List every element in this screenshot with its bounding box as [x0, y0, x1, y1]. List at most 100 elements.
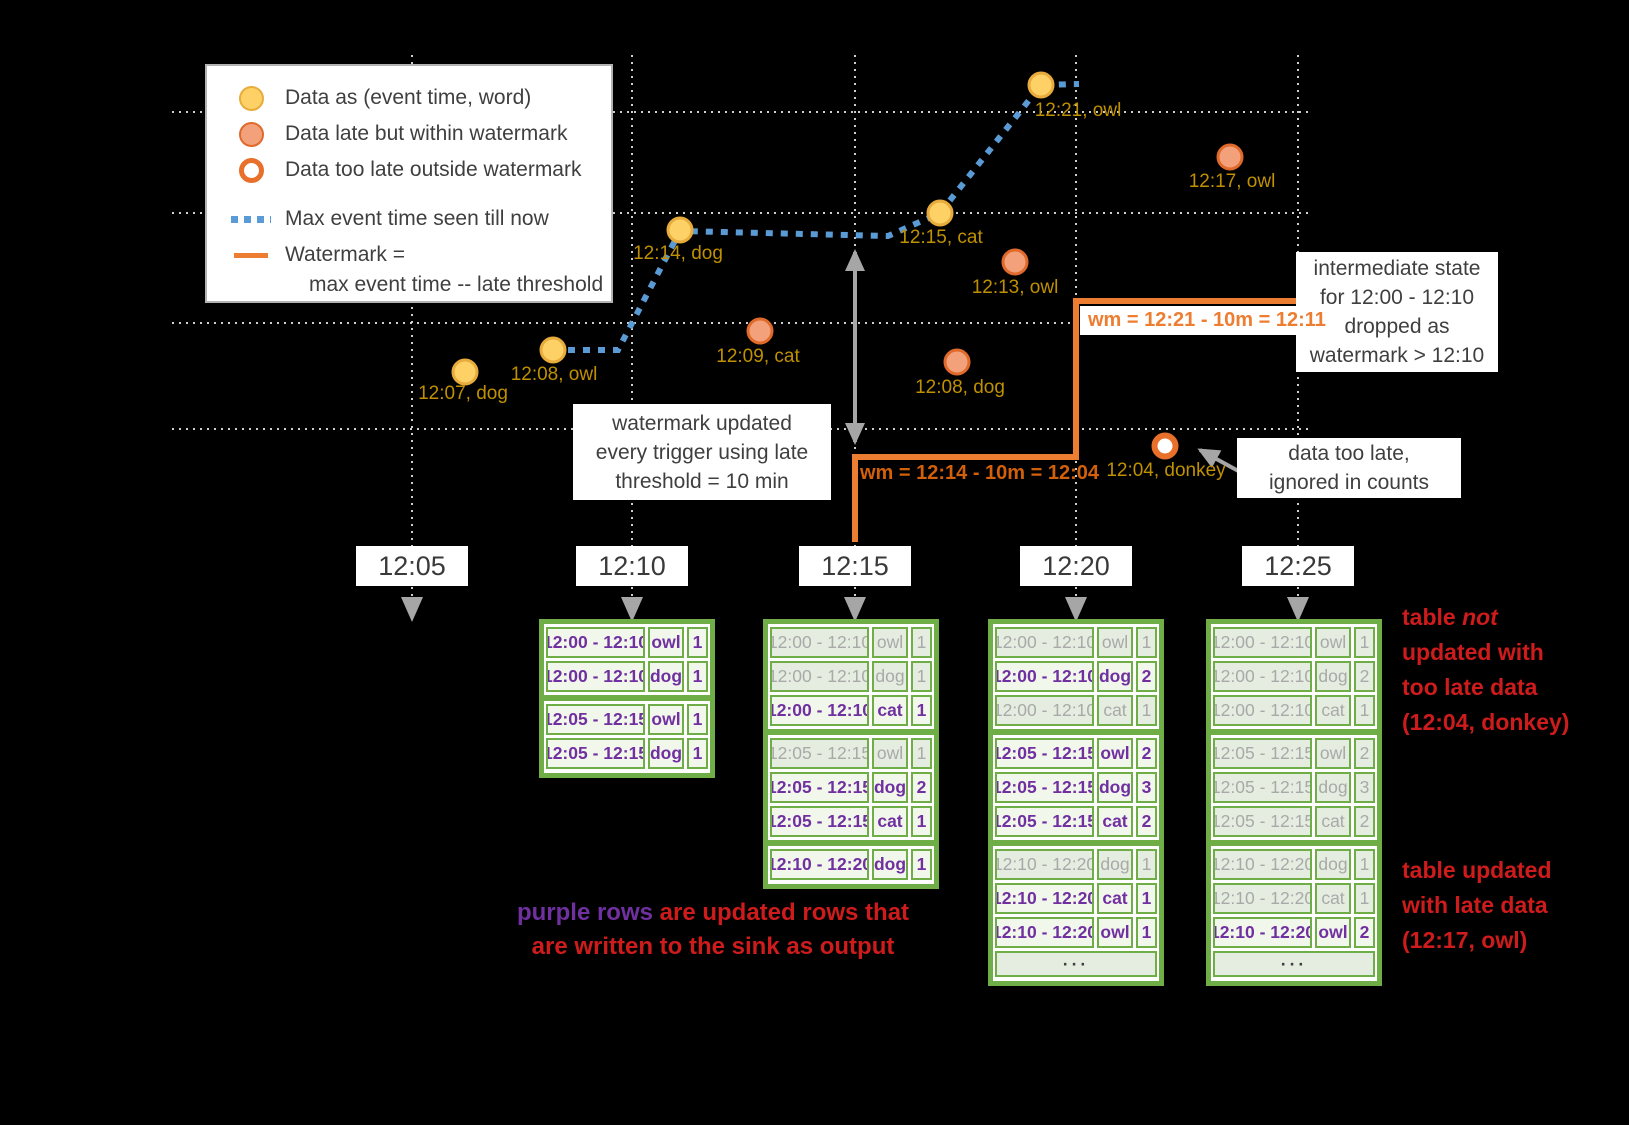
- window-cell: 12:10 - 12:20: [995, 883, 1094, 914]
- point-label: 12:13, owl: [971, 277, 1059, 298]
- table-row: 12:00 - 12:10 owl 1: [1213, 627, 1375, 658]
- point-label: 12:17, owl: [1188, 171, 1276, 192]
- table-row: 12:00 - 12:10 dog 2: [1213, 661, 1375, 692]
- event-point: [539, 336, 567, 364]
- word-cell: cat: [1315, 806, 1351, 837]
- note-line: every trigger using late: [595, 440, 809, 464]
- window-cell: 12:05 - 12:15: [770, 806, 869, 837]
- table-row: 12:00 - 12:10 owl 1: [770, 627, 932, 658]
- note-line: ignored in counts: [1269, 471, 1429, 494]
- table-row: 12:05 - 12:15 dog 3: [995, 772, 1157, 803]
- point-label: 12:08, owl: [510, 364, 598, 385]
- late-point: [746, 317, 774, 345]
- count-cell: 1: [911, 695, 932, 726]
- word-cell: owl: [1097, 738, 1133, 769]
- window-group-separator: [993, 840, 1159, 846]
- window-cell: 12:00 - 12:10: [1213, 627, 1312, 658]
- word-cell: dog: [1315, 772, 1351, 803]
- table-row: 12:00 - 12:10 owl 1: [995, 627, 1157, 658]
- trigger-label: 12:15: [799, 546, 911, 586]
- window-cell: 12:00 - 12:10: [546, 627, 645, 658]
- window-cell: 12:05 - 12:15: [1213, 738, 1312, 769]
- word-cell: cat: [1097, 695, 1133, 726]
- legend-item-late: Data late but within watermark: [231, 116, 611, 152]
- watermark-line-icon: [231, 252, 271, 258]
- trigger-arrowhead: [401, 597, 423, 622]
- window-group-separator: [1211, 840, 1377, 846]
- table-row: 12:10 - 12:20 owl 1: [995, 917, 1157, 948]
- window-cell: 12:05 - 12:15: [770, 772, 869, 803]
- legend-label: Data too late outside watermark: [285, 158, 582, 181]
- too-late-point-icon: [231, 157, 271, 183]
- word-cell: owl: [648, 704, 684, 735]
- word-cell: dog: [648, 738, 684, 769]
- window-cell: 12:00 - 12:10: [770, 627, 869, 658]
- legend-label: Max event time seen till now: [285, 207, 549, 230]
- table-row: 12:00 - 12:10 dog 1: [546, 661, 708, 692]
- legend-label: Data late but within watermark: [285, 122, 568, 145]
- event-point-icon: [231, 85, 271, 111]
- count-cell: 1: [911, 661, 932, 692]
- table-row: 12:05 - 12:15 cat 2: [1213, 806, 1375, 837]
- legend-label-cont: max event time -- late threshold: [309, 273, 604, 296]
- table-row: 12:10 - 12:20 cat 1: [995, 883, 1157, 914]
- table-row: 12:05 - 12:15 owl 2: [1213, 738, 1375, 769]
- too-late-arrow: [1197, 448, 1243, 475]
- legend-label: Data as (event time, word): [285, 86, 532, 109]
- window-group-separator: [993, 729, 1159, 735]
- window-cell: 12:00 - 12:10: [1213, 661, 1312, 692]
- point-label: 12:21, owl: [1034, 100, 1122, 121]
- word-cell: owl: [1315, 738, 1351, 769]
- window-cell: 12:05 - 12:15: [1213, 806, 1312, 837]
- note-line: too late data: [1402, 674, 1538, 700]
- word-cell: cat: [872, 695, 908, 726]
- window-cell: 12:00 - 12:10: [1213, 695, 1312, 726]
- note-line: for 12:00 - 12:10: [1319, 286, 1475, 309]
- table-row-ellipsis: ···: [995, 951, 1157, 977]
- late-point: [1001, 248, 1029, 276]
- word-cell: owl: [872, 738, 908, 769]
- word-cell: cat: [872, 806, 908, 837]
- table-row: 12:05 - 12:15 owl 2: [995, 738, 1157, 769]
- table-row: 12:05 - 12:15 cat 2: [995, 806, 1157, 837]
- window-cell: 12:05 - 12:15: [546, 738, 645, 769]
- event-point: [1027, 71, 1055, 99]
- trigger-arrowhead: [1065, 597, 1087, 622]
- word-cell: dog: [872, 661, 908, 692]
- word-cell: dog: [1315, 849, 1351, 880]
- word-cell: cat: [1315, 695, 1351, 726]
- count-cell: 2: [1354, 738, 1375, 769]
- watermark-formula-2: wm = 12:21 - 10m = 12:11: [1080, 306, 1334, 335]
- note-watermark-updated: watermark updated every trigger using la…: [573, 404, 831, 500]
- window-cell: 12:00 - 12:10: [770, 695, 869, 726]
- window-cell: 12:10 - 12:20: [1213, 849, 1312, 880]
- note-line: watermark updated: [612, 411, 792, 435]
- window-cell: 12:00 - 12:10: [995, 695, 1094, 726]
- word-cell: dog: [1097, 849, 1133, 880]
- count-cell: 2: [1354, 806, 1375, 837]
- point-label: 12:14, dog: [633, 243, 723, 264]
- trigger-label: 12:25: [1242, 546, 1354, 586]
- note-table-updated: table updated with late data (12:17, owl…: [1402, 853, 1552, 958]
- count-cell: 1: [1136, 627, 1157, 658]
- window-cell: 12:00 - 12:10: [546, 661, 645, 692]
- count-cell: 2: [1354, 661, 1375, 692]
- table-row: 12:00 - 12:10 dog 1: [770, 661, 932, 692]
- count-cell: 1: [1354, 849, 1375, 880]
- window-cell: 12:10 - 12:20: [995, 917, 1094, 948]
- table-row: 12:00 - 12:10 cat 1: [995, 695, 1157, 726]
- window-cell: 12:05 - 12:15: [1213, 772, 1312, 803]
- trigger-label: 12:05: [356, 546, 468, 586]
- count-cell: 3: [1354, 772, 1375, 803]
- event-point: [451, 358, 479, 386]
- table-row: 12:00 - 12:10 cat 1: [770, 695, 932, 726]
- note-line: are written to the sink as output: [531, 933, 895, 960]
- count-cell: 1: [687, 738, 708, 769]
- count-cell: 1: [1136, 883, 1157, 914]
- count-cell: 2: [1136, 661, 1157, 692]
- note-line: intermediate state: [1313, 257, 1481, 280]
- count-cell: 3: [1136, 772, 1157, 803]
- result-table-12:15: 12:00 - 12:10 owl 1 12:00 - 12:10 dog 1 12:00 …: [763, 619, 939, 889]
- note-line: updated with: [1402, 639, 1544, 665]
- note-table-not-updated: table not updated with too late data (12…: [1402, 600, 1569, 740]
